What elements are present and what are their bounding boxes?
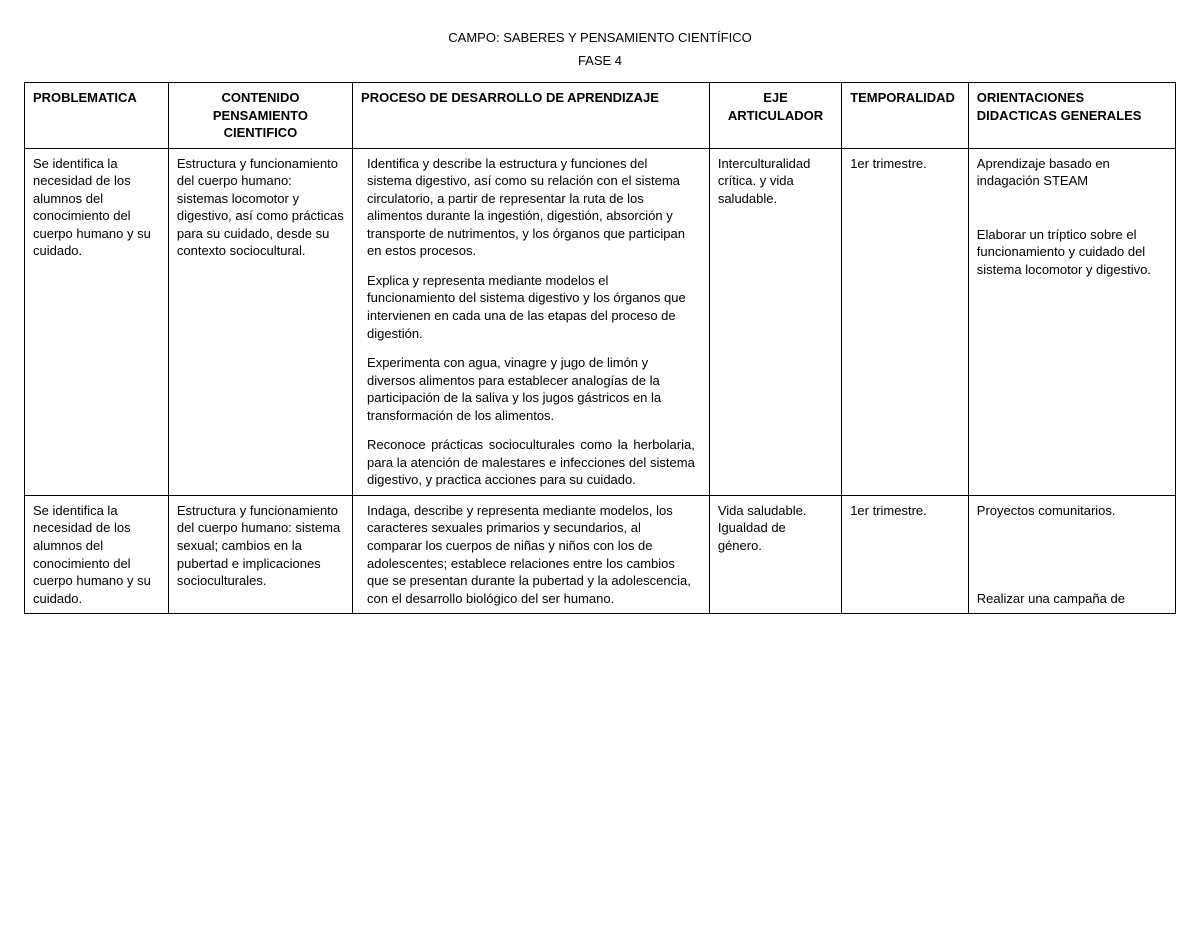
table-row: Se identifica la necesidad de los alumno… <box>25 495 1176 613</box>
proceso-paragraph: Explica y representa mediante modelos el… <box>367 272 695 342</box>
cell-proceso: Identifica y describe la estructura y fu… <box>353 148 710 495</box>
col-header-problematica: PROBLEMATICA <box>25 83 169 149</box>
cell-orientaciones: Aprendizaje basado en indagación STEAM El… <box>968 148 1175 495</box>
cell-orientaciones: Proyectos comunitarios. Realizar una camp… <box>968 495 1175 613</box>
orientacion-paragraph: Realizar una campaña de <box>977 590 1167 608</box>
col-header-orientaciones: ORIENTACIONES DIDACTICAS GENERALES <box>968 83 1175 149</box>
cell-eje: Vida saludable. Igualdad de género. <box>709 495 841 613</box>
col-header-temporalidad: TEMPORALIDAD <box>842 83 969 149</box>
page-title: CAMPO: SABERES Y PENSAMIENTO CIENTÍFICO <box>24 30 1176 45</box>
col-header-contenido: CONTENIDO PENSAMIENTO CIENTIFICO <box>168 83 352 149</box>
cell-temporalidad: 1er trimestre. <box>842 495 969 613</box>
table-header-row: PROBLEMATICA CONTENIDO PENSAMIENTO CIENT… <box>25 83 1176 149</box>
page-subtitle: FASE 4 <box>24 53 1176 68</box>
cell-contenido: Estructura y funcionamiento del cuerpo h… <box>168 495 352 613</box>
col-header-proceso: PROCESO DE DESARROLLO DE APRENDIZAJE <box>353 83 710 149</box>
proceso-paragraph: Identifica y describe la estructura y fu… <box>367 155 695 260</box>
col-header-eje: EJE ARTICULADOR <box>709 83 841 149</box>
curriculum-table: PROBLEMATICA CONTENIDO PENSAMIENTO CIENT… <box>24 82 1176 614</box>
cell-contenido: Estructura y funcionamiento del cuerpo h… <box>168 148 352 495</box>
proceso-paragraph: Reconoce prácticas socioculturales como … <box>367 436 695 489</box>
cell-problematica: Se identifica la necesidad de los alumno… <box>25 495 169 613</box>
cell-problematica: Se identifica la necesidad de los alumno… <box>25 148 169 495</box>
orientacion-paragraph: Proyectos comunitarios. <box>977 502 1167 520</box>
cell-temporalidad: 1er trimestre. <box>842 148 969 495</box>
table-row: Se identifica la necesidad de los alumno… <box>25 148 1176 495</box>
orientacion-paragraph: Elaborar un tríptico sobre el funcionami… <box>977 226 1167 279</box>
orientacion-paragraph: Aprendizaje basado en indagación STEAM <box>977 155 1167 190</box>
cell-proceso: Indaga, describe y representa mediante m… <box>353 495 710 613</box>
table-body: Se identifica la necesidad de los alumno… <box>25 148 1176 614</box>
proceso-paragraph: Experimenta con agua, vinagre y jugo de … <box>367 354 695 424</box>
cell-eje: Interculturalidad crítica. y vida saluda… <box>709 148 841 495</box>
proceso-paragraph: Indaga, describe y representa mediante m… <box>367 502 695 607</box>
